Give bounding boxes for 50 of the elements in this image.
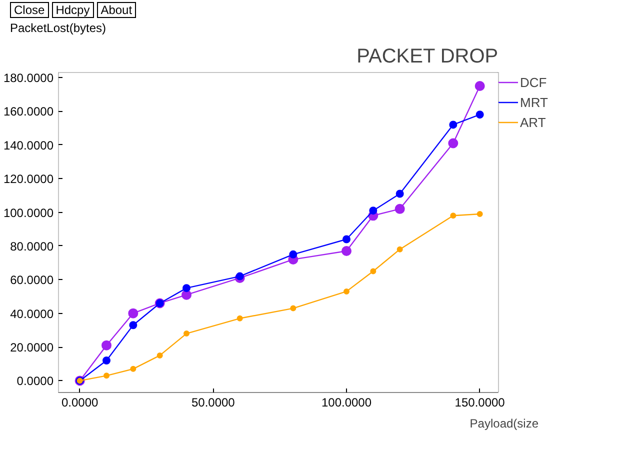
text: Close bbox=[10, 2, 49, 18]
point bbox=[182, 284, 190, 292]
point bbox=[394, 204, 405, 214]
point bbox=[102, 340, 112, 350]
point bbox=[184, 330, 190, 337]
y-tick-label: 20.0000 bbox=[10, 340, 54, 355]
point bbox=[236, 272, 244, 280]
point bbox=[289, 250, 298, 258]
y-tick-label: 120.0000 bbox=[3, 172, 54, 186]
point bbox=[396, 246, 403, 252]
point bbox=[370, 268, 376, 274]
legend-label: MRT bbox=[520, 94, 548, 110]
point bbox=[342, 246, 352, 256]
point bbox=[129, 321, 138, 330]
point bbox=[104, 372, 110, 379]
y-tick-label: 100.0000 bbox=[3, 206, 54, 220]
text: About bbox=[96, 2, 136, 18]
point bbox=[396, 190, 404, 198]
x-axis-title: Payload(size bbox=[470, 416, 539, 430]
chart-title: PACKET DROP bbox=[356, 46, 498, 68]
point bbox=[476, 110, 484, 119]
y-tick-label: 180.0000 bbox=[3, 71, 54, 86]
point bbox=[344, 288, 350, 294]
x-tick-label: 100.0000 bbox=[321, 396, 372, 410]
point bbox=[156, 352, 163, 358]
point bbox=[476, 210, 483, 217]
point bbox=[236, 315, 243, 322]
y-tick-label: 160.0000 bbox=[3, 104, 54, 119]
x-tick-label: 50.0000 bbox=[191, 396, 236, 410]
y-tick-label: 80.0000 bbox=[10, 239, 54, 254]
y-tick-label: 140.0000 bbox=[3, 138, 54, 152]
legend-label: DCF bbox=[520, 74, 547, 90]
y-axis-title: PacketLost(bytes) bbox=[10, 20, 108, 37]
point bbox=[342, 235, 350, 244]
point bbox=[474, 80, 485, 91]
y-tick-label: 40.0000 bbox=[10, 306, 54, 321]
point bbox=[128, 308, 138, 318]
point bbox=[449, 120, 458, 129]
y-tick-label: 0.0000 bbox=[16, 374, 54, 388]
point bbox=[450, 212, 456, 219]
legend-label: ART bbox=[520, 114, 546, 130]
point bbox=[290, 305, 296, 312]
point bbox=[369, 206, 378, 215]
point bbox=[130, 366, 136, 372]
y-tick-label: 60.0000 bbox=[10, 273, 54, 288]
x-tick-label: 150.0000 bbox=[454, 396, 506, 410]
x-tick-label: 0.0000 bbox=[61, 396, 99, 410]
point bbox=[448, 138, 458, 148]
text: Hdcpy bbox=[52, 2, 94, 18]
point bbox=[102, 356, 110, 364]
